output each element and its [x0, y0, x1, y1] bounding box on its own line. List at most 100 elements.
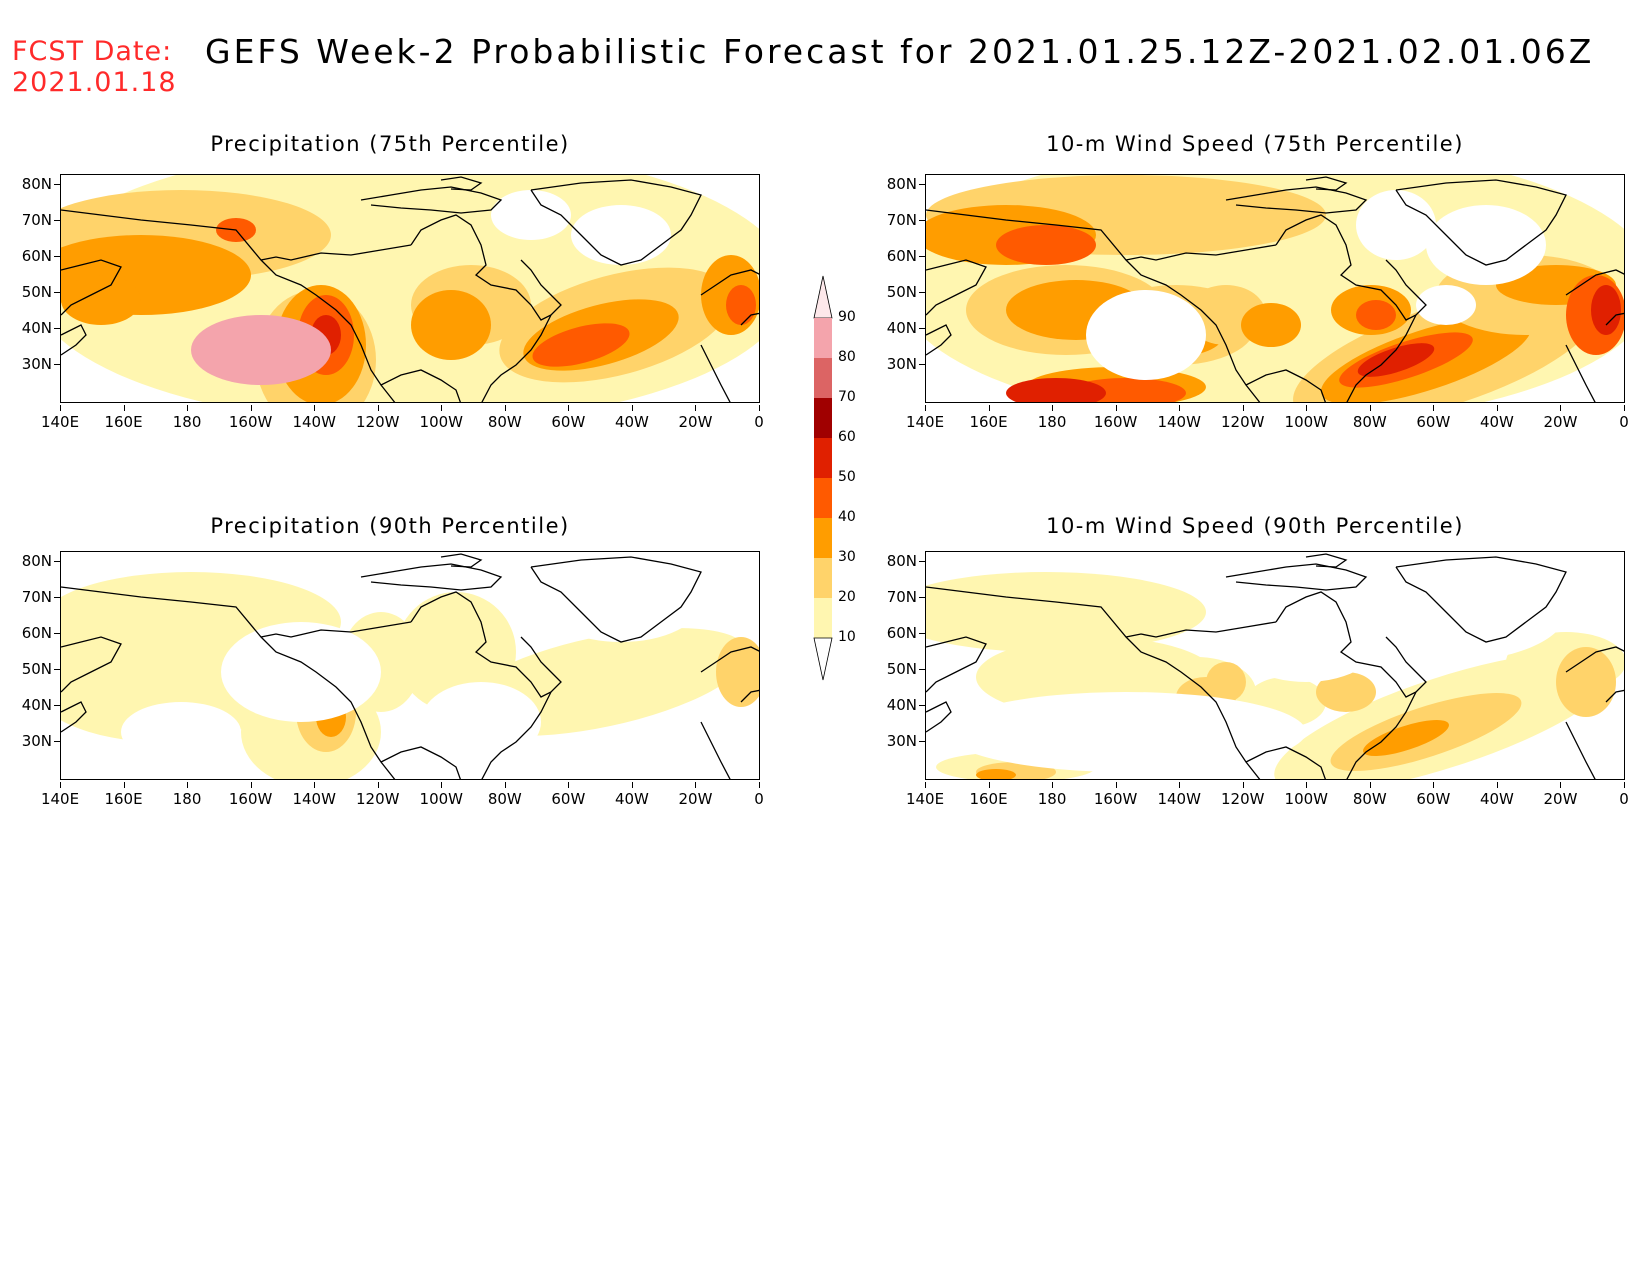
- lon-tick: [377, 782, 379, 788]
- lon-tick-label: 100W: [419, 413, 463, 431]
- panel-title-precip-75: Precipitation (75th Percentile): [210, 132, 570, 156]
- coastline: [1395, 179, 1567, 266]
- lon-tick: [1369, 782, 1371, 788]
- lat-tick-label: 70N: [21, 588, 52, 606]
- map-precip-75: [60, 174, 760, 403]
- lon-tick: [568, 782, 570, 788]
- coastline: [926, 259, 987, 316]
- lon-tick: [1496, 782, 1498, 788]
- lat-tick: [919, 705, 925, 706]
- probability-contour: [1556, 647, 1616, 717]
- lon-tick-label: 60W: [1416, 413, 1451, 431]
- coastline: [530, 179, 702, 266]
- lat-tick-label: 40N: [21, 319, 52, 337]
- lat-tick-label: 60N: [21, 624, 52, 642]
- coastline: [61, 701, 87, 733]
- lon-tick-label: 20W: [678, 413, 713, 431]
- lon-tick-label: 40W: [614, 413, 649, 431]
- coastline: [1565, 344, 1596, 402]
- lon-tick: [759, 405, 760, 411]
- lon-tick-label: 120W: [1220, 790, 1265, 808]
- lat-tick-label: 70N: [886, 588, 917, 606]
- lon-tick: [1624, 405, 1625, 411]
- probability-contour: [121, 702, 241, 762]
- coastline: [1125, 244, 1277, 261]
- lat-tick: [54, 561, 60, 562]
- probability-contour: [421, 682, 541, 762]
- colorbar-label: 50: [838, 469, 856, 485]
- lon-tick: [695, 782, 697, 788]
- lon-tick: [123, 782, 125, 788]
- panel-title-precip-90: Precipitation (90th Percentile): [210, 514, 570, 538]
- lon-tick: [1560, 405, 1562, 411]
- lat-tick-label: 30N: [886, 355, 917, 373]
- lat-tick: [919, 633, 925, 634]
- lat-tick: [54, 256, 60, 257]
- probability-contour: [1356, 300, 1396, 330]
- coastline: [926, 324, 952, 356]
- lat-tick: [54, 364, 60, 365]
- lon-tick-label: 100W: [419, 790, 463, 808]
- lon-tick-label: 140W: [292, 790, 336, 808]
- fcst-date-value: 2021.01.18: [12, 67, 177, 98]
- forecast-date-label: FCST Date: 2021.01.18: [12, 36, 177, 98]
- coastline: [926, 701, 952, 733]
- lat-tick: [54, 184, 60, 185]
- probability-contour: [1363, 720, 1449, 756]
- coastline: [530, 556, 702, 643]
- lat-tick: [54, 220, 60, 221]
- lat-tick-label: 70N: [886, 211, 917, 229]
- lon-tick-label: 80W: [487, 790, 522, 808]
- colorbar-label: 40: [838, 509, 856, 525]
- coastline: [700, 721, 731, 779]
- lon-tick-label: 0: [754, 413, 764, 431]
- map-precip-90: [60, 551, 760, 780]
- lon-tick: [925, 405, 926, 411]
- coastline: [1305, 176, 1348, 191]
- lon-tick-label: 140E: [905, 790, 945, 808]
- lat-tick-label: 60N: [886, 624, 917, 642]
- lat-tick: [919, 364, 925, 365]
- lat-tick-label: 80N: [21, 175, 52, 193]
- coastline: [260, 244, 412, 261]
- lon-tick: [60, 405, 61, 411]
- lon-tick: [1496, 405, 1498, 411]
- probability-contour: [191, 315, 331, 385]
- coastline: [926, 636, 987, 693]
- probability-contour: [1356, 190, 1436, 260]
- coastline: [1605, 689, 1624, 703]
- probability-contour: [1006, 378, 1106, 402]
- probability-contour: [396, 592, 516, 712]
- colorbar-swatch: [814, 478, 832, 518]
- lat-tick: [54, 705, 60, 706]
- lat-tick-label: 30N: [21, 355, 52, 373]
- lon-tick-label: 180: [172, 790, 202, 808]
- lon-tick-label: 160W: [1093, 790, 1138, 808]
- lon-tick-label: 140E: [40, 790, 80, 808]
- lat-tick: [54, 292, 60, 293]
- lat-tick-label: 40N: [21, 696, 52, 714]
- lon-tick-label: 0: [1619, 790, 1629, 808]
- coastline: [1225, 186, 1368, 214]
- page-title: GEFS Week-2 Probabilistic Forecast for 2…: [205, 32, 1595, 71]
- colorbar-top-arrow: [813, 275, 833, 319]
- lon-tick-label: 140W: [1157, 790, 1201, 808]
- probability-contour: [1416, 285, 1476, 325]
- coastline: [700, 269, 759, 296]
- coastline: [380, 746, 461, 779]
- colorbar-swatch: [814, 438, 832, 478]
- lat-tick: [919, 220, 925, 221]
- lat-tick-label: 60N: [886, 247, 917, 265]
- colorbar-swatch: [814, 518, 832, 558]
- lon-tick-label: 100W: [1284, 790, 1328, 808]
- probability-contour: [491, 190, 571, 240]
- lat-tick-label: 30N: [21, 732, 52, 750]
- lat-tick-label: 80N: [886, 175, 917, 193]
- lon-tick-label: 60W: [1416, 790, 1451, 808]
- coastline: [740, 689, 759, 703]
- probability-contour: [1591, 285, 1621, 335]
- lon-tick-label: 80W: [1352, 790, 1387, 808]
- lon-tick: [441, 782, 443, 788]
- coastline: [1395, 556, 1567, 643]
- lon-tick: [1433, 405, 1435, 411]
